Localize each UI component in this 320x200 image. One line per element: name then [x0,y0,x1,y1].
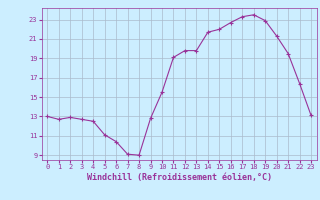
X-axis label: Windchill (Refroidissement éolien,°C): Windchill (Refroidissement éolien,°C) [87,173,272,182]
